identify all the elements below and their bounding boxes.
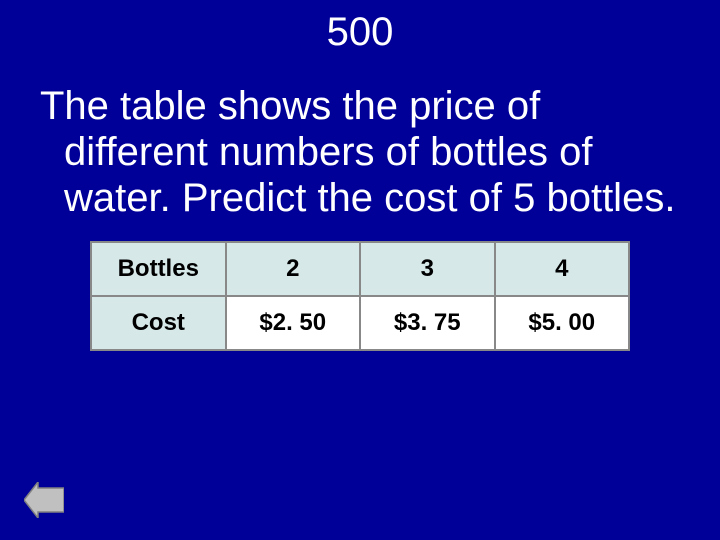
table-row: Cost $2. 50 $3. 75 $5. 00 [91, 296, 629, 350]
back-arrow-shape [24, 482, 64, 518]
slide-title: 500 [0, 0, 720, 55]
back-button[interactable] [24, 482, 64, 518]
table-cell: $2. 50 [226, 296, 361, 350]
table-header-cell: 4 [495, 242, 630, 296]
question-text: The table shows the price of different n… [24, 55, 720, 221]
table-row-label: Cost [91, 296, 226, 350]
table-header-cell: Bottles [91, 242, 226, 296]
table-row-header: Bottles 2 3 4 [91, 242, 629, 296]
price-table: Bottles 2 3 4 Cost $2. 50 $3. 75 $5. 00 [90, 241, 630, 351]
table-header-cell: 3 [360, 242, 495, 296]
table-cell: $5. 00 [495, 296, 630, 350]
table-cell: $3. 75 [360, 296, 495, 350]
back-arrow-icon [24, 482, 64, 518]
table-header-cell: 2 [226, 242, 361, 296]
